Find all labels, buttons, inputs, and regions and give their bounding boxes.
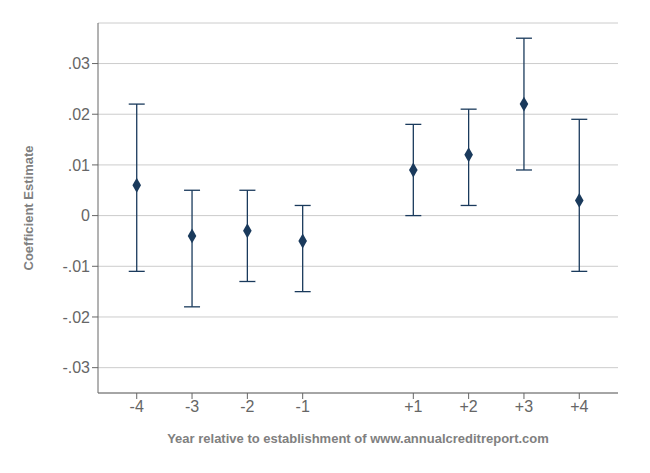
svg-text:.01: .01 [68,157,90,174]
svg-text:+2: +2 [460,398,478,415]
svg-text:-1: -1 [296,398,310,415]
svg-text:+1: +1 [404,398,422,415]
svg-text:Year relative to establishment: Year relative to establishment of www.an… [167,431,549,446]
svg-text:+4: +4 [570,398,588,415]
svg-text:-3: -3 [185,398,199,415]
svg-text:.02: .02 [68,106,90,123]
svg-text:-4: -4 [130,398,144,415]
svg-text:-.01: -.01 [62,258,90,275]
svg-text:+3: +3 [515,398,533,415]
svg-text:Coefficient Estimate: Coefficient Estimate [21,146,36,271]
svg-text:-2: -2 [240,398,254,415]
svg-text:0: 0 [81,207,90,224]
svg-text:-.03: -.03 [62,359,90,376]
svg-text:.03: .03 [68,55,90,72]
svg-text:-.02: -.02 [62,309,90,326]
